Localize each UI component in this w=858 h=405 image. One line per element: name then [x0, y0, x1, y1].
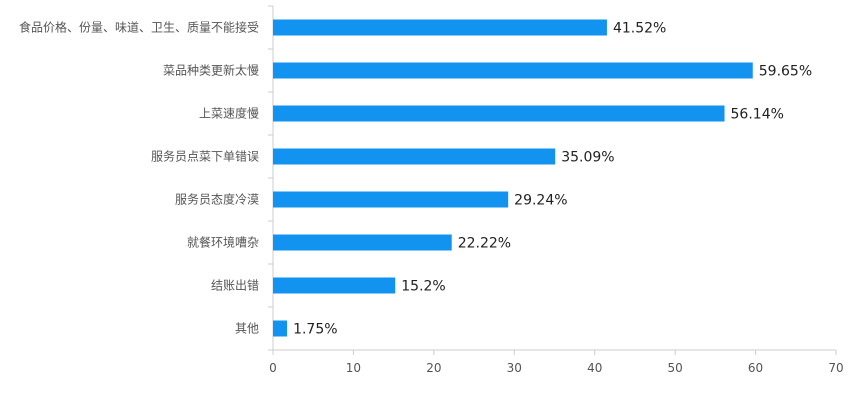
- x-tick-label: 60: [748, 361, 763, 375]
- value-label: 56.14%: [731, 107, 784, 123]
- category-label: 菜品种类更新太慢: [163, 63, 259, 78]
- x-tick-label: 20: [426, 361, 441, 375]
- bar: [273, 320, 288, 337]
- category-label: 其他: [235, 322, 259, 336]
- value-label: 35.09%: [561, 150, 614, 166]
- value-label: 41.52%: [613, 21, 666, 37]
- bar: [273, 148, 556, 165]
- value-label: 1.75%: [293, 322, 337, 338]
- category-label: 结账出错: [211, 279, 259, 293]
- bar: [273, 19, 607, 36]
- bar: [273, 277, 396, 294]
- bar: [273, 234, 452, 251]
- bar: [273, 191, 509, 208]
- bar: [273, 105, 725, 122]
- value-label: 15.2%: [401, 279, 445, 295]
- value-label: 59.65%: [759, 64, 812, 80]
- x-tick-label: 40: [587, 361, 602, 375]
- category-label: 就餐环境嘈杂: [187, 235, 259, 250]
- x-tick-label: 50: [668, 361, 683, 375]
- category-label: 服务员点菜下单错误: [151, 149, 259, 164]
- category-label: 上菜速度慢: [199, 106, 259, 121]
- bar: [273, 62, 753, 79]
- x-tick-label: 0: [269, 361, 277, 375]
- x-tick-label: 70: [828, 361, 843, 375]
- x-tick-label: 10: [346, 361, 361, 375]
- value-label: 22.22%: [458, 236, 511, 252]
- value-label: 29.24%: [514, 193, 567, 209]
- category-label: 服务员态度冷漠: [175, 192, 259, 207]
- x-tick-label: 30: [507, 361, 522, 375]
- category-label: 食品价格、份量、味道、卫生、质量不能接受: [19, 20, 259, 35]
